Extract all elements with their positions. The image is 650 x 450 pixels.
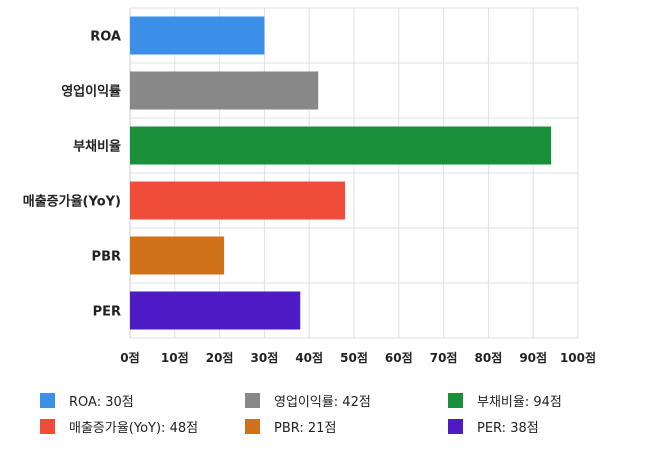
legend-item: 매출증가율(YoY): 48점: [40, 416, 198, 436]
legend-swatch: [448, 418, 463, 434]
x-tick-label: 100점: [560, 350, 596, 365]
bar: [130, 291, 301, 330]
legend-swatch: [40, 392, 55, 408]
category-label: ROA: [90, 30, 121, 45]
legend-swatch: [245, 392, 260, 408]
legend-label: 영업이익률: 42점: [274, 394, 371, 410]
bar: [130, 181, 346, 220]
legend-item: PBR: 21점: [245, 416, 336, 436]
category-label: PBR: [92, 250, 121, 265]
category-label: 매출증가율(YoY): [23, 194, 121, 210]
legend-label: ROA: 30점: [69, 394, 134, 410]
bar: [130, 16, 265, 55]
category-label: 부채비율: [73, 139, 121, 155]
bar: [130, 236, 225, 275]
legend-label: 매출증가율(YoY): 48점: [69, 420, 199, 436]
legend-item: 영업이익률: 42점: [245, 390, 371, 410]
x-tick-label: 80점: [475, 350, 503, 365]
x-tick-label: 10점: [161, 350, 189, 365]
x-tick-label: 0점: [120, 350, 139, 365]
x-tick-label: 30점: [251, 350, 279, 365]
legend-label: PBR: 21점: [274, 420, 337, 436]
legend-item: PER: 38점: [448, 416, 539, 436]
x-tick-label: 70점: [430, 350, 458, 365]
legend-item: ROA: 30점: [40, 390, 134, 410]
x-tick-label: 40점: [295, 350, 323, 365]
x-tick-label: 50점: [340, 350, 368, 365]
x-tick-label: 20점: [206, 350, 234, 365]
bar: [130, 71, 319, 110]
x-tick-label: 90점: [519, 350, 547, 365]
legend-item: 부채비율: 94점: [448, 390, 562, 410]
legend-swatch: [40, 418, 55, 434]
legend-swatch: [448, 392, 463, 408]
category-label: PER: [93, 305, 121, 320]
bar-chart: 0점 10점 20점 30점 40점 50점 60점 70점 80점 90점 100점 ROA 영업이익…: [23, 7, 596, 365]
category-label: 영업이익률: [61, 84, 121, 100]
legend-label: PER: 38점: [477, 420, 539, 436]
legend-label: 부채비율: 94점: [477, 394, 562, 410]
legend-swatch: [245, 418, 260, 434]
bar: [130, 126, 552, 165]
x-tick-label: 60점: [385, 350, 413, 365]
